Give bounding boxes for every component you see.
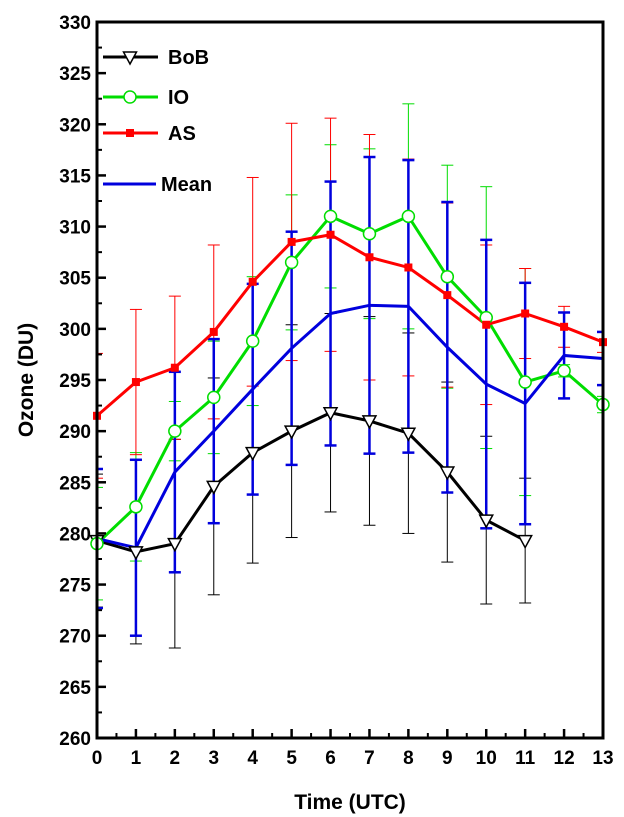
data-point-marker — [122, 51, 138, 66]
y-tick-label: 285 — [59, 473, 91, 494]
data-point-marker — [439, 466, 456, 481]
y-tick-label: 300 — [59, 320, 91, 341]
x-tick-label: 12 — [554, 748, 575, 769]
y-tick-label: 270 — [59, 627, 91, 648]
y-tick-label: 260 — [59, 729, 91, 750]
x-tick-label: 1 — [131, 748, 142, 769]
data-point-marker — [443, 291, 452, 300]
error-bars-as — [97, 117, 603, 479]
data-point-marker — [284, 255, 299, 270]
y-tick-label: 295 — [59, 371, 91, 392]
data-point-marker — [245, 334, 260, 348]
x-axis-title: Time (UTC) — [294, 791, 406, 814]
series-markers — [89, 209, 610, 561]
data-point-marker — [518, 375, 532, 389]
x-tick-label: 9 — [442, 748, 453, 769]
data-point-marker — [129, 500, 143, 514]
y-tick-label: 330 — [59, 13, 91, 34]
x-tick-label: 4 — [247, 748, 258, 769]
legend-label: BoB — [168, 47, 209, 69]
legend: BoB IO AS Mean — [103, 47, 212, 196]
data-point-marker — [248, 277, 257, 286]
data-point-marker — [323, 209, 338, 224]
x-tick-label: 5 — [286, 748, 297, 769]
y-axis-title: Ozone (DU) — [15, 323, 38, 437]
x-tick-label: 6 — [325, 748, 336, 769]
y-tick-label: 305 — [59, 269, 91, 290]
data-point-marker — [283, 425, 300, 440]
data-point-marker — [209, 327, 218, 336]
y-tick-label: 315 — [59, 166, 91, 187]
series-lines — [97, 214, 603, 554]
data-point-marker — [517, 534, 533, 550]
data-point-marker — [207, 390, 221, 405]
data-point-marker — [362, 226, 377, 241]
legend-entry-as: AS — [103, 123, 196, 145]
data-point-marker — [126, 129, 134, 137]
x-tick-label: 8 — [403, 748, 414, 769]
series-line-io — [97, 214, 603, 545]
legend-label: IO — [168, 87, 189, 109]
data-point-marker — [557, 364, 571, 378]
axes: 2602652702752802852902953003053103153203… — [59, 13, 613, 769]
data-point-marker — [131, 378, 140, 387]
series-line-mean — [97, 303, 603, 550]
legend-entry-io: IO — [103, 87, 189, 109]
x-tick-label: 13 — [592, 748, 613, 769]
x-tick-label: 0 — [92, 748, 103, 769]
x-tick-label: 11 — [515, 748, 536, 769]
data-point-marker — [168, 424, 182, 438]
legend-entry-mean: Mean — [103, 174, 212, 196]
series-line-as — [97, 233, 603, 417]
data-point-marker — [478, 514, 494, 529]
data-point-marker — [123, 90, 137, 104]
markers-as — [93, 230, 607, 420]
data-point-marker — [482, 320, 491, 329]
legend-label: AS — [168, 123, 196, 145]
x-tick-label: 2 — [170, 748, 181, 769]
x-tick-label: 7 — [364, 748, 375, 769]
data-point-marker — [401, 209, 416, 224]
series-line-bob — [97, 411, 526, 554]
y-tick-label: 280 — [59, 524, 91, 545]
data-point-marker — [400, 427, 417, 442]
x-tick-label: 3 — [208, 748, 219, 769]
data-point-marker — [361, 415, 378, 430]
y-tick-label: 320 — [59, 115, 91, 136]
y-tick-label: 310 — [59, 218, 91, 239]
markers-io — [90, 209, 610, 551]
legend-entry-bob: BoB — [103, 47, 209, 69]
data-point-marker — [365, 253, 374, 262]
markers-bob — [89, 406, 533, 561]
data-point-marker — [322, 406, 339, 422]
data-point-marker — [326, 230, 335, 239]
data-point-marker — [128, 546, 144, 561]
data-point-marker — [404, 263, 413, 272]
data-point-marker — [206, 480, 222, 495]
legend-label: Mean — [161, 174, 212, 196]
data-point-marker — [167, 537, 183, 553]
data-point-marker — [170, 363, 179, 372]
data-point-marker — [244, 446, 261, 462]
data-point-marker — [440, 269, 455, 284]
data-point-marker — [521, 309, 530, 318]
y-tick-label: 290 — [59, 422, 91, 443]
data-point-marker — [560, 322, 569, 331]
x-tick-label: 10 — [476, 748, 497, 769]
y-tick-label: 265 — [59, 678, 91, 699]
data-point-marker — [287, 237, 296, 246]
y-tick-label: 275 — [59, 576, 91, 597]
y-tick-label: 325 — [59, 64, 91, 85]
